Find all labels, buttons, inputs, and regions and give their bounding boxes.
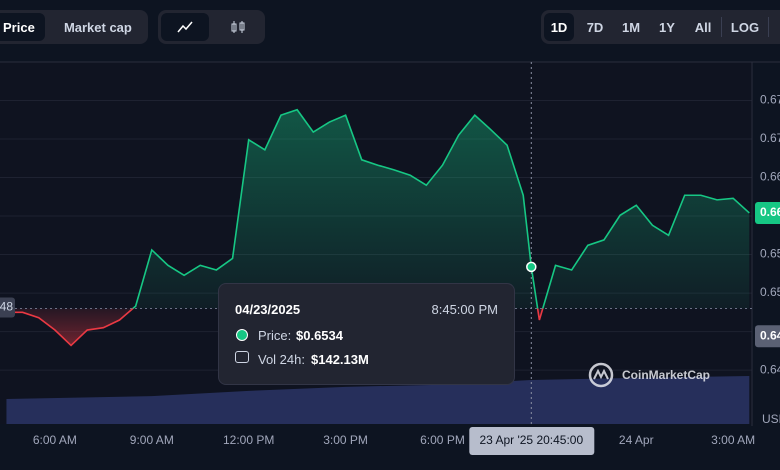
x-tick-label: 24 Apr bbox=[619, 433, 654, 447]
tab-group: Price Market cap bbox=[0, 10, 148, 44]
chart-type-group bbox=[158, 10, 265, 44]
x-tick-label: 6:00 PM bbox=[420, 433, 465, 447]
tooltip-price: $0.6534 bbox=[296, 328, 343, 343]
crosshair-label: 23 Apr '25 20:45:00 bbox=[479, 433, 583, 447]
y-tick-label: 0.65 bbox=[760, 285, 780, 299]
volume-area bbox=[6, 376, 750, 424]
watermark: CoinMarketCap bbox=[622, 368, 710, 382]
range-button[interactable]: 1Y bbox=[659, 19, 675, 35]
price-line bbox=[6, 108, 750, 347]
range-button[interactable]: 7D bbox=[586, 19, 604, 35]
last-price-badge bbox=[755, 201, 780, 224]
y2-axis-label: USD bbox=[762, 412, 780, 426]
y-tick-label: 0.64 bbox=[760, 362, 780, 376]
separator bbox=[721, 17, 722, 37]
x-tick-label: 6:00 AM bbox=[33, 433, 77, 447]
tooltip-vol: $142.13M bbox=[311, 352, 369, 367]
candle-chart-button[interactable] bbox=[215, 13, 263, 41]
log-button[interactable]: LOG bbox=[730, 19, 760, 35]
open-price-label: 0.6444 bbox=[760, 328, 780, 342]
crosshair-point bbox=[526, 261, 537, 273]
reference-badge bbox=[0, 297, 15, 318]
y-tick-label: 0.655 bbox=[760, 247, 780, 261]
tooltip-vol-label: Vol 24h: bbox=[258, 352, 305, 367]
line-chart-button[interactable] bbox=[161, 13, 209, 41]
tooltip-time: 8:45:00 PM bbox=[431, 302, 499, 317]
tooltip: 04/23/2025 8:45:00 PM Price: $0.6534 Vol… bbox=[218, 283, 515, 385]
watermark-logo bbox=[588, 362, 614, 388]
volume-icon bbox=[235, 351, 249, 363]
price-dot bbox=[236, 329, 248, 341]
range-button[interactable]: 1D bbox=[544, 13, 574, 41]
y-tick-label: 0.665 bbox=[760, 170, 780, 184]
x-tick-label: 12:00 PM bbox=[223, 433, 274, 447]
tab[interactable]: Price bbox=[0, 13, 45, 41]
x-tick-label: 9:00 AM bbox=[130, 433, 174, 447]
y-tick-label: 0.67 bbox=[760, 131, 780, 145]
range-group: 1D 7D 1M 1Y All LOG bbox=[541, 10, 780, 44]
watermark-logo-mark bbox=[593, 368, 609, 380]
x-tick-label: 3:00 AM bbox=[711, 433, 755, 447]
tab[interactable]: Market cap bbox=[63, 19, 132, 35]
reference-label: 0.648 bbox=[0, 300, 13, 314]
line-icon bbox=[177, 21, 193, 33]
range-button[interactable]: All bbox=[694, 19, 712, 35]
crosshair-badge bbox=[469, 427, 595, 455]
tooltip-price-label: Price: bbox=[258, 328, 292, 343]
candle-icon bbox=[231, 21, 245, 33]
last-price-label: 0.6604 bbox=[760, 205, 780, 219]
y-tick-label: 0.675 bbox=[760, 93, 780, 107]
open-price-badge bbox=[755, 325, 780, 348]
range-button[interactable]: 1M bbox=[621, 19, 641, 35]
tooltip-date: 04/23/2025 bbox=[235, 302, 301, 317]
separator bbox=[768, 17, 769, 37]
price-area bbox=[6, 109, 750, 346]
x-tick-label: 3:00 PM bbox=[323, 433, 368, 447]
